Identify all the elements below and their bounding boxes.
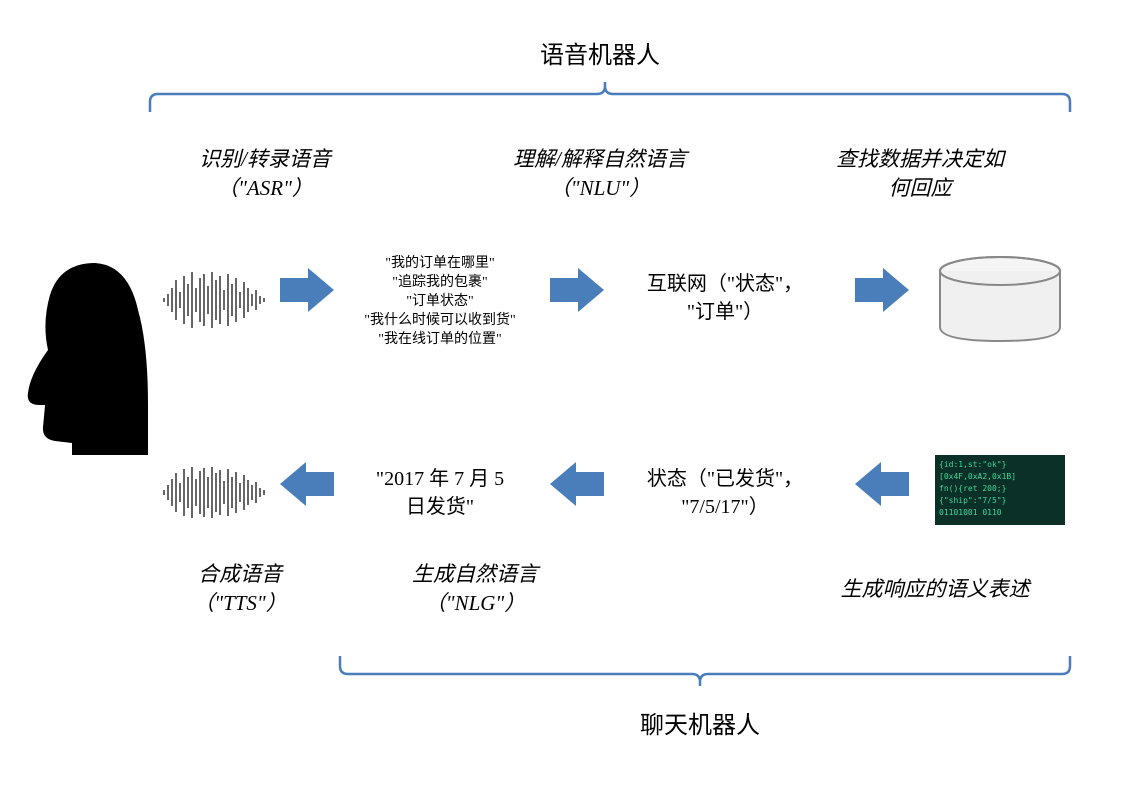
utt-1: "我的订单在哪里" (340, 255, 540, 274)
stage-nlu-l2: （"NLU"） (550, 176, 651, 200)
stage-nlg: 生成自然语言 （"NLG"） (365, 560, 585, 619)
intent-text: 互联网（"状态"， "订单"） (610, 270, 840, 326)
stage-decide: 查找数据并决定如 何回应 (790, 145, 1050, 204)
nlg-l2: 日发货" (406, 496, 474, 518)
stage-nlu: 理解/解释自然语言 （"NLU"） (470, 145, 730, 204)
arrow-6 (855, 472, 909, 506)
stage-tts-l2: （"TTS"） (193, 591, 287, 615)
arrow-4 (280, 472, 334, 506)
title-top: 语音机器人 (500, 35, 700, 70)
arrow-2 (550, 278, 604, 312)
utt-4: "我什么时候可以收到货" (340, 312, 540, 331)
database-icon (935, 255, 1065, 345)
stage-decide-l1: 查找数据并决定如 (836, 147, 1004, 171)
title-bottom: 聊天机器人 (600, 705, 800, 740)
human-head-icon (20, 255, 150, 460)
bracket-bottom (330, 650, 1090, 690)
status-l1: 状态（"已发货"， (647, 468, 803, 490)
stage-semantic: 生成响应的语义表述 (795, 575, 1075, 604)
code-matrix-icon: {id:1,st:"ok"} [0x4F,0xA2,0x1B] fn(){ret… (935, 455, 1065, 525)
stage-nlg-l1: 生成自然语言 (412, 562, 538, 586)
nlg-output: "2017 年 7 月 5 日发货" (340, 465, 540, 521)
waveform-top-icon (160, 270, 270, 330)
nlg-l1: "2017 年 7 月 5 (376, 468, 504, 490)
waveform-bottom-icon (160, 465, 270, 520)
utt-2: "追踪我的包裹" (340, 274, 540, 293)
utt-3: "订单状态" (340, 293, 540, 312)
stage-tts: 合成语音 （"TTS"） (150, 560, 330, 619)
stage-semantic-l1: 生成响应的语义表述 (841, 577, 1030, 601)
stage-nlg-l2: （"NLG"） (425, 591, 526, 615)
bracket-top (140, 80, 1090, 120)
stage-asr-l1: 识别/转录语音 (199, 147, 331, 171)
arrow-1 (280, 278, 334, 312)
arrow-5 (550, 472, 604, 506)
stage-asr: 识别/转录语音 （"ASR"） (165, 145, 365, 204)
arrow-3 (855, 278, 909, 312)
svg-text:[0x4F,0xA2,0x1B]: [0x4F,0xA2,0x1B] (939, 472, 1016, 481)
utterances-block: "我的订单在哪里" "追踪我的包裹" "订单状态" "我什么时候可以收到货" "… (340, 255, 540, 349)
svg-text:{id:1,st:"ok"}: {id:1,st:"ok"} (939, 460, 1006, 469)
stage-decide-l2: 何回应 (889, 176, 952, 200)
svg-text:01101001 0110: 01101001 0110 (939, 508, 1002, 517)
intent-l1: 互联网（"状态"， (647, 273, 803, 295)
utt-5: "我在线订单的位置" (340, 331, 540, 350)
stage-tts-l1: 合成语音 (198, 562, 282, 586)
svg-text:{"ship":"7/5"}: {"ship":"7/5"} (939, 496, 1006, 505)
intent-l2: "订单"） (687, 301, 763, 323)
status-l2: "7/5/17"） (681, 496, 768, 518)
svg-text:fn(){ret 200;}: fn(){ret 200;} (939, 484, 1006, 493)
status-text: 状态（"已发货"， "7/5/17"） (610, 465, 840, 521)
stage-asr-l2: （"ASR"） (217, 176, 313, 200)
stage-nlu-l1: 理解/解释自然语言 (513, 147, 687, 171)
